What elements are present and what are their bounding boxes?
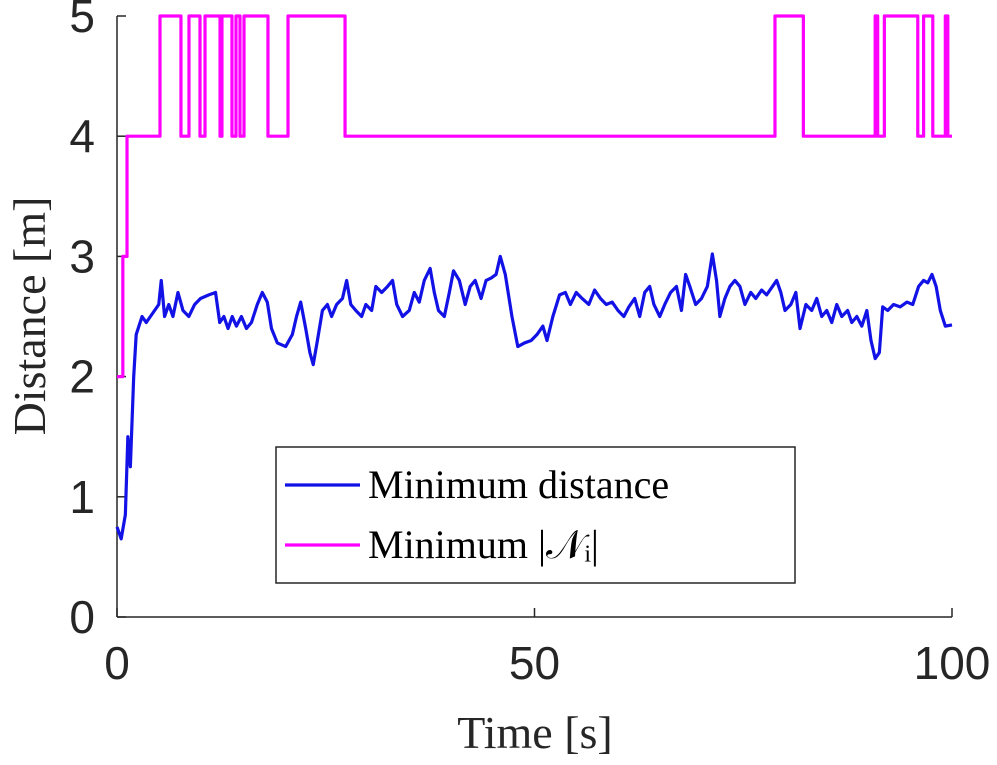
- x-tick-label: 100: [914, 637, 991, 689]
- y-tick-label: 5: [69, 0, 95, 42]
- legend-label: Minimum |𝒩ᵢ|: [368, 522, 599, 567]
- x-axis-label: Time [s]: [457, 707, 613, 758]
- series-line: [117, 14, 952, 379]
- x-tick-label: 0: [104, 637, 130, 689]
- legend-box: [275, 446, 796, 584]
- series-line: [115, 252, 953, 541]
- y-tick-label: 1: [69, 471, 95, 523]
- y-tick-label: 3: [69, 230, 95, 282]
- y-tick-label: 4: [69, 110, 95, 162]
- y-tick-label: 0: [69, 591, 95, 643]
- legend-label: Minimum distance: [368, 462, 669, 507]
- x-tick-label: 50: [509, 637, 560, 689]
- y-tick-label: 2: [69, 351, 95, 403]
- y-axis-label: Distance [m]: [4, 197, 55, 436]
